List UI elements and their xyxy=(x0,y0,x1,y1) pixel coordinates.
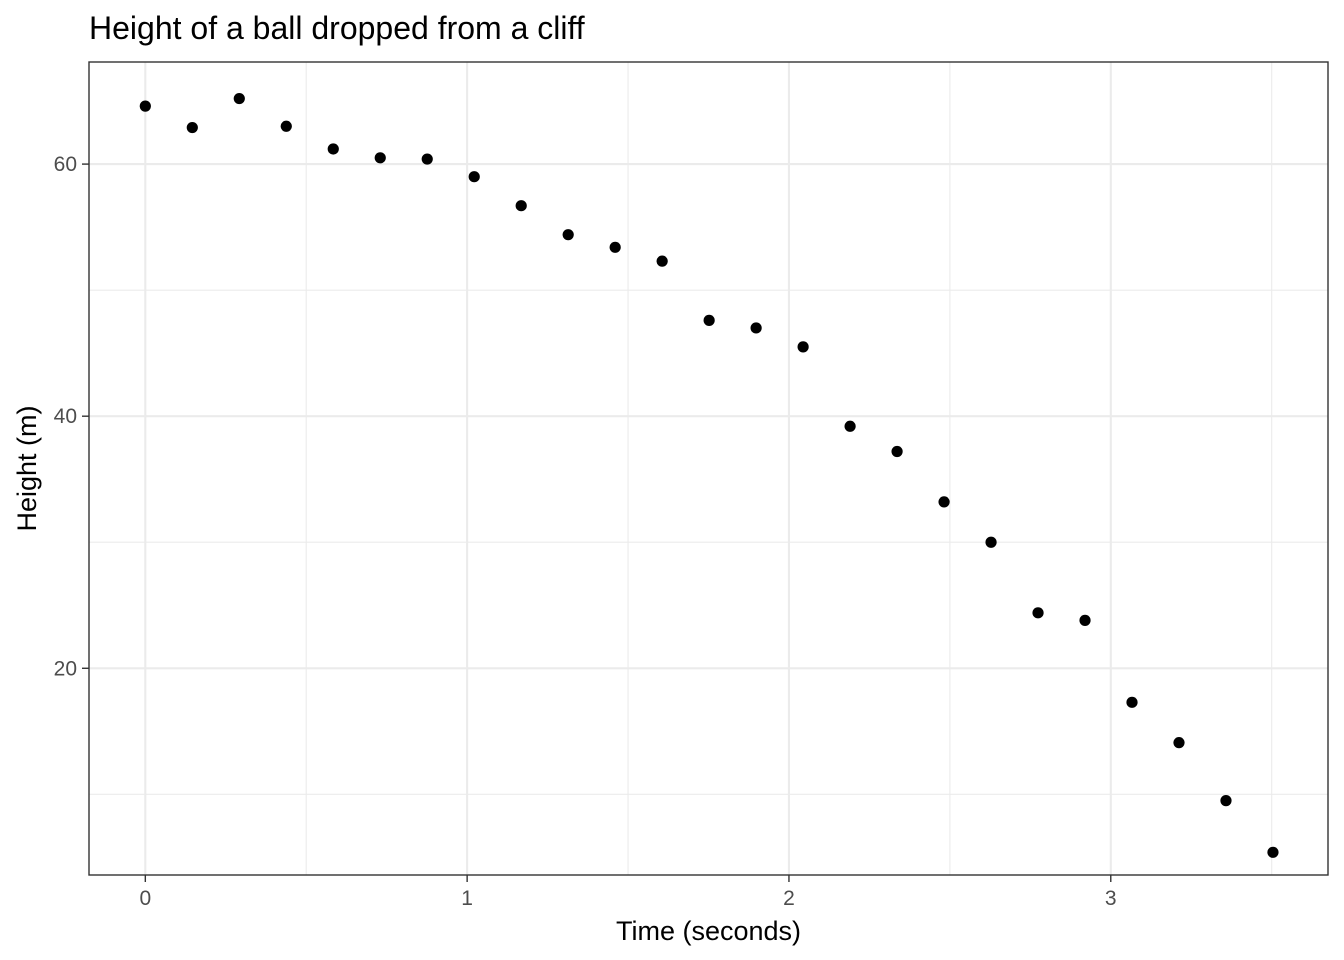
data-point xyxy=(797,341,809,353)
x-axis: 0 1 2 3 xyxy=(139,875,1117,910)
plot-panel-border xyxy=(88,61,1329,876)
data-point xyxy=(703,314,715,326)
data-point xyxy=(750,322,762,334)
data-point xyxy=(1173,737,1185,749)
data-point xyxy=(1126,696,1138,708)
data-point xyxy=(233,92,245,105)
y-tick-label: 40 xyxy=(54,405,77,428)
x-tick-label: 2 xyxy=(783,887,795,910)
data-point xyxy=(985,536,997,548)
data-point xyxy=(891,445,903,458)
x-axis-title: Time (seconds) xyxy=(616,916,801,946)
data-point xyxy=(374,152,386,164)
data-point xyxy=(1079,614,1091,626)
data-point xyxy=(468,171,480,183)
grid-lines xyxy=(89,62,1328,875)
x-tick-label: 0 xyxy=(139,887,151,910)
data-point xyxy=(280,120,292,132)
y-tick-label: 20 xyxy=(54,657,77,680)
data-point xyxy=(562,229,574,241)
data-point xyxy=(421,153,433,165)
chart-title: Height of a ball dropped from a cliff xyxy=(89,10,585,46)
x-tick-label: 3 xyxy=(1105,887,1117,910)
data-point xyxy=(327,143,339,155)
data-point xyxy=(938,496,950,508)
data-point xyxy=(1220,795,1232,807)
y-axis: 20 40 60 xyxy=(54,153,89,680)
data-points xyxy=(139,92,1279,858)
data-point xyxy=(515,200,527,212)
y-axis-title: Height (m) xyxy=(12,405,42,531)
data-point xyxy=(656,255,668,267)
data-point xyxy=(139,100,151,112)
y-tick-label: 60 xyxy=(54,153,77,176)
data-point xyxy=(844,420,856,432)
data-point xyxy=(186,121,198,134)
data-point xyxy=(1267,846,1279,858)
data-point xyxy=(609,241,621,253)
data-point xyxy=(1032,607,1044,619)
x-tick-label: 1 xyxy=(461,887,473,910)
